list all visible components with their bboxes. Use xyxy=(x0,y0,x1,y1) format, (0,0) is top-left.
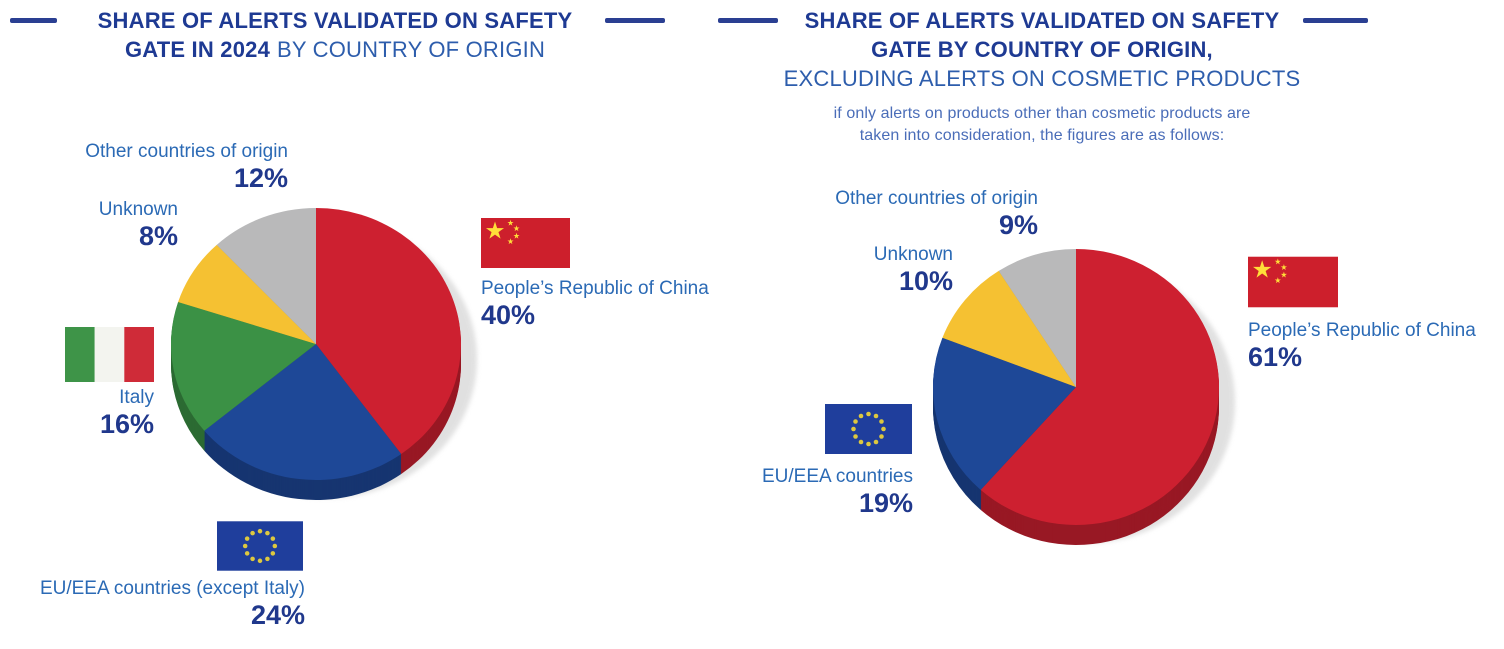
left-title-line2-rest: BY COUNTRY OF ORIGIN xyxy=(277,37,546,62)
pie-slice-people-s-republic-of-china xyxy=(316,208,462,455)
china-flag-icon xyxy=(481,218,570,268)
pie-slice-other-countries-of-origin xyxy=(216,208,316,344)
label-percent: 8% xyxy=(138,221,178,251)
right-pie-chart xyxy=(933,249,1235,545)
label-percent: 12% xyxy=(233,163,288,193)
label-text: Unknown xyxy=(873,244,953,265)
right-title-line2: GATE BY COUNTRY OF ORIGIN, xyxy=(720,35,1364,64)
pie-slice-unknown xyxy=(942,270,1076,387)
right-title-line2-bold: GATE BY COUNTRY OF ORIGIN, xyxy=(871,37,1213,62)
right-chart-title: SHARE OF ALERTS VALIDATED ON SAFETY GATE… xyxy=(720,6,1364,147)
left-title-line1: SHARE OF ALERTS VALIDATED ON SAFETY xyxy=(20,6,650,35)
label-left-unknown: Unknown 8% xyxy=(99,198,178,252)
label-text: Unknown xyxy=(98,199,178,220)
subtitle-line2: taken into consideration, the figures ar… xyxy=(859,127,1225,144)
eu-stars xyxy=(242,528,278,564)
pie-slice-italy xyxy=(171,301,316,431)
label-percent: 24% xyxy=(250,600,305,630)
right-title-line1: SHARE OF ALERTS VALIDATED ON SAFETY xyxy=(720,6,1364,35)
label-right-unknown: Unknown 10% xyxy=(874,243,953,297)
right-title-line3-text: EXCLUDING ALERTS ON COSMETIC PRODUCTS xyxy=(783,66,1301,91)
eu-stars xyxy=(851,411,886,447)
right-title-rule-right xyxy=(1303,18,1368,23)
pie-slice-other-countries-of-origin xyxy=(998,249,1076,387)
left-title-line2-bold: GATE IN 2024 xyxy=(124,37,270,62)
right-chart-subtitle: if only alerts on products other than co… xyxy=(720,103,1364,147)
label-percent: 61% xyxy=(1248,342,1303,372)
left-pie-chart xyxy=(171,208,477,501)
label-percent: 19% xyxy=(858,488,913,518)
label-right-china: People’s Republic of China 61% xyxy=(1248,319,1476,373)
left-title-line1-text: SHARE OF ALERTS VALIDATED ON SAFETY xyxy=(97,8,573,33)
label-text: Other countries of origin xyxy=(85,141,288,162)
subtitle-line1: if only alerts on products other than co… xyxy=(833,105,1251,122)
left-chart-title: SHARE OF ALERTS VALIDATED ON SAFETY GATE… xyxy=(20,6,650,64)
label-left-china: People’s Republic of China 40% xyxy=(481,277,709,331)
eu-flag-icon xyxy=(217,521,303,571)
label-text: Other countries of origin xyxy=(835,188,1038,209)
label-percent: 9% xyxy=(998,210,1038,240)
label-left-other-countries: Other countries of origin 12% xyxy=(85,140,288,194)
label-text: Italy xyxy=(119,387,154,408)
label-percent: 40% xyxy=(481,300,536,330)
label-text: People’s Republic of China xyxy=(1248,320,1476,341)
label-text: EU/EEA countries xyxy=(761,466,913,487)
pie-slice-people-s-republic-of-china xyxy=(980,249,1219,525)
label-left-italy: Italy 16% xyxy=(100,386,154,440)
left-title-rule-right xyxy=(605,18,665,23)
label-text: People’s Republic of China xyxy=(481,278,709,299)
label-percent: 16% xyxy=(99,409,154,439)
left-title-line2: GATE IN 2024 BY COUNTRY OF ORIGIN xyxy=(20,35,650,64)
label-text: EU/EEA countries (except Italy) xyxy=(39,578,305,599)
label-right-eu-eea: EU/EEA countries 19% xyxy=(762,465,913,519)
left-title-rule-left xyxy=(10,18,57,23)
pie-slice-eu-eea-countries xyxy=(933,337,1076,490)
pie-slice-eu-eea-countries-except-italy xyxy=(204,344,402,481)
italy-flag-icon xyxy=(65,327,154,382)
label-right-other-countries: Other countries of origin 9% xyxy=(835,187,1038,241)
label-left-eu-eea: EU/EEA countries (except Italy) 24% xyxy=(40,577,305,631)
right-title-line3: EXCLUDING ALERTS ON COSMETIC PRODUCTS xyxy=(720,64,1364,93)
right-title-line1-text: SHARE OF ALERTS VALIDATED ON SAFETY xyxy=(804,8,1280,33)
label-percent: 10% xyxy=(898,266,953,296)
right-title-rule-left xyxy=(718,18,778,23)
china-flag-icon xyxy=(1248,256,1338,308)
eu-flag-icon xyxy=(825,404,912,454)
pie-slice-unknown xyxy=(178,244,316,344)
